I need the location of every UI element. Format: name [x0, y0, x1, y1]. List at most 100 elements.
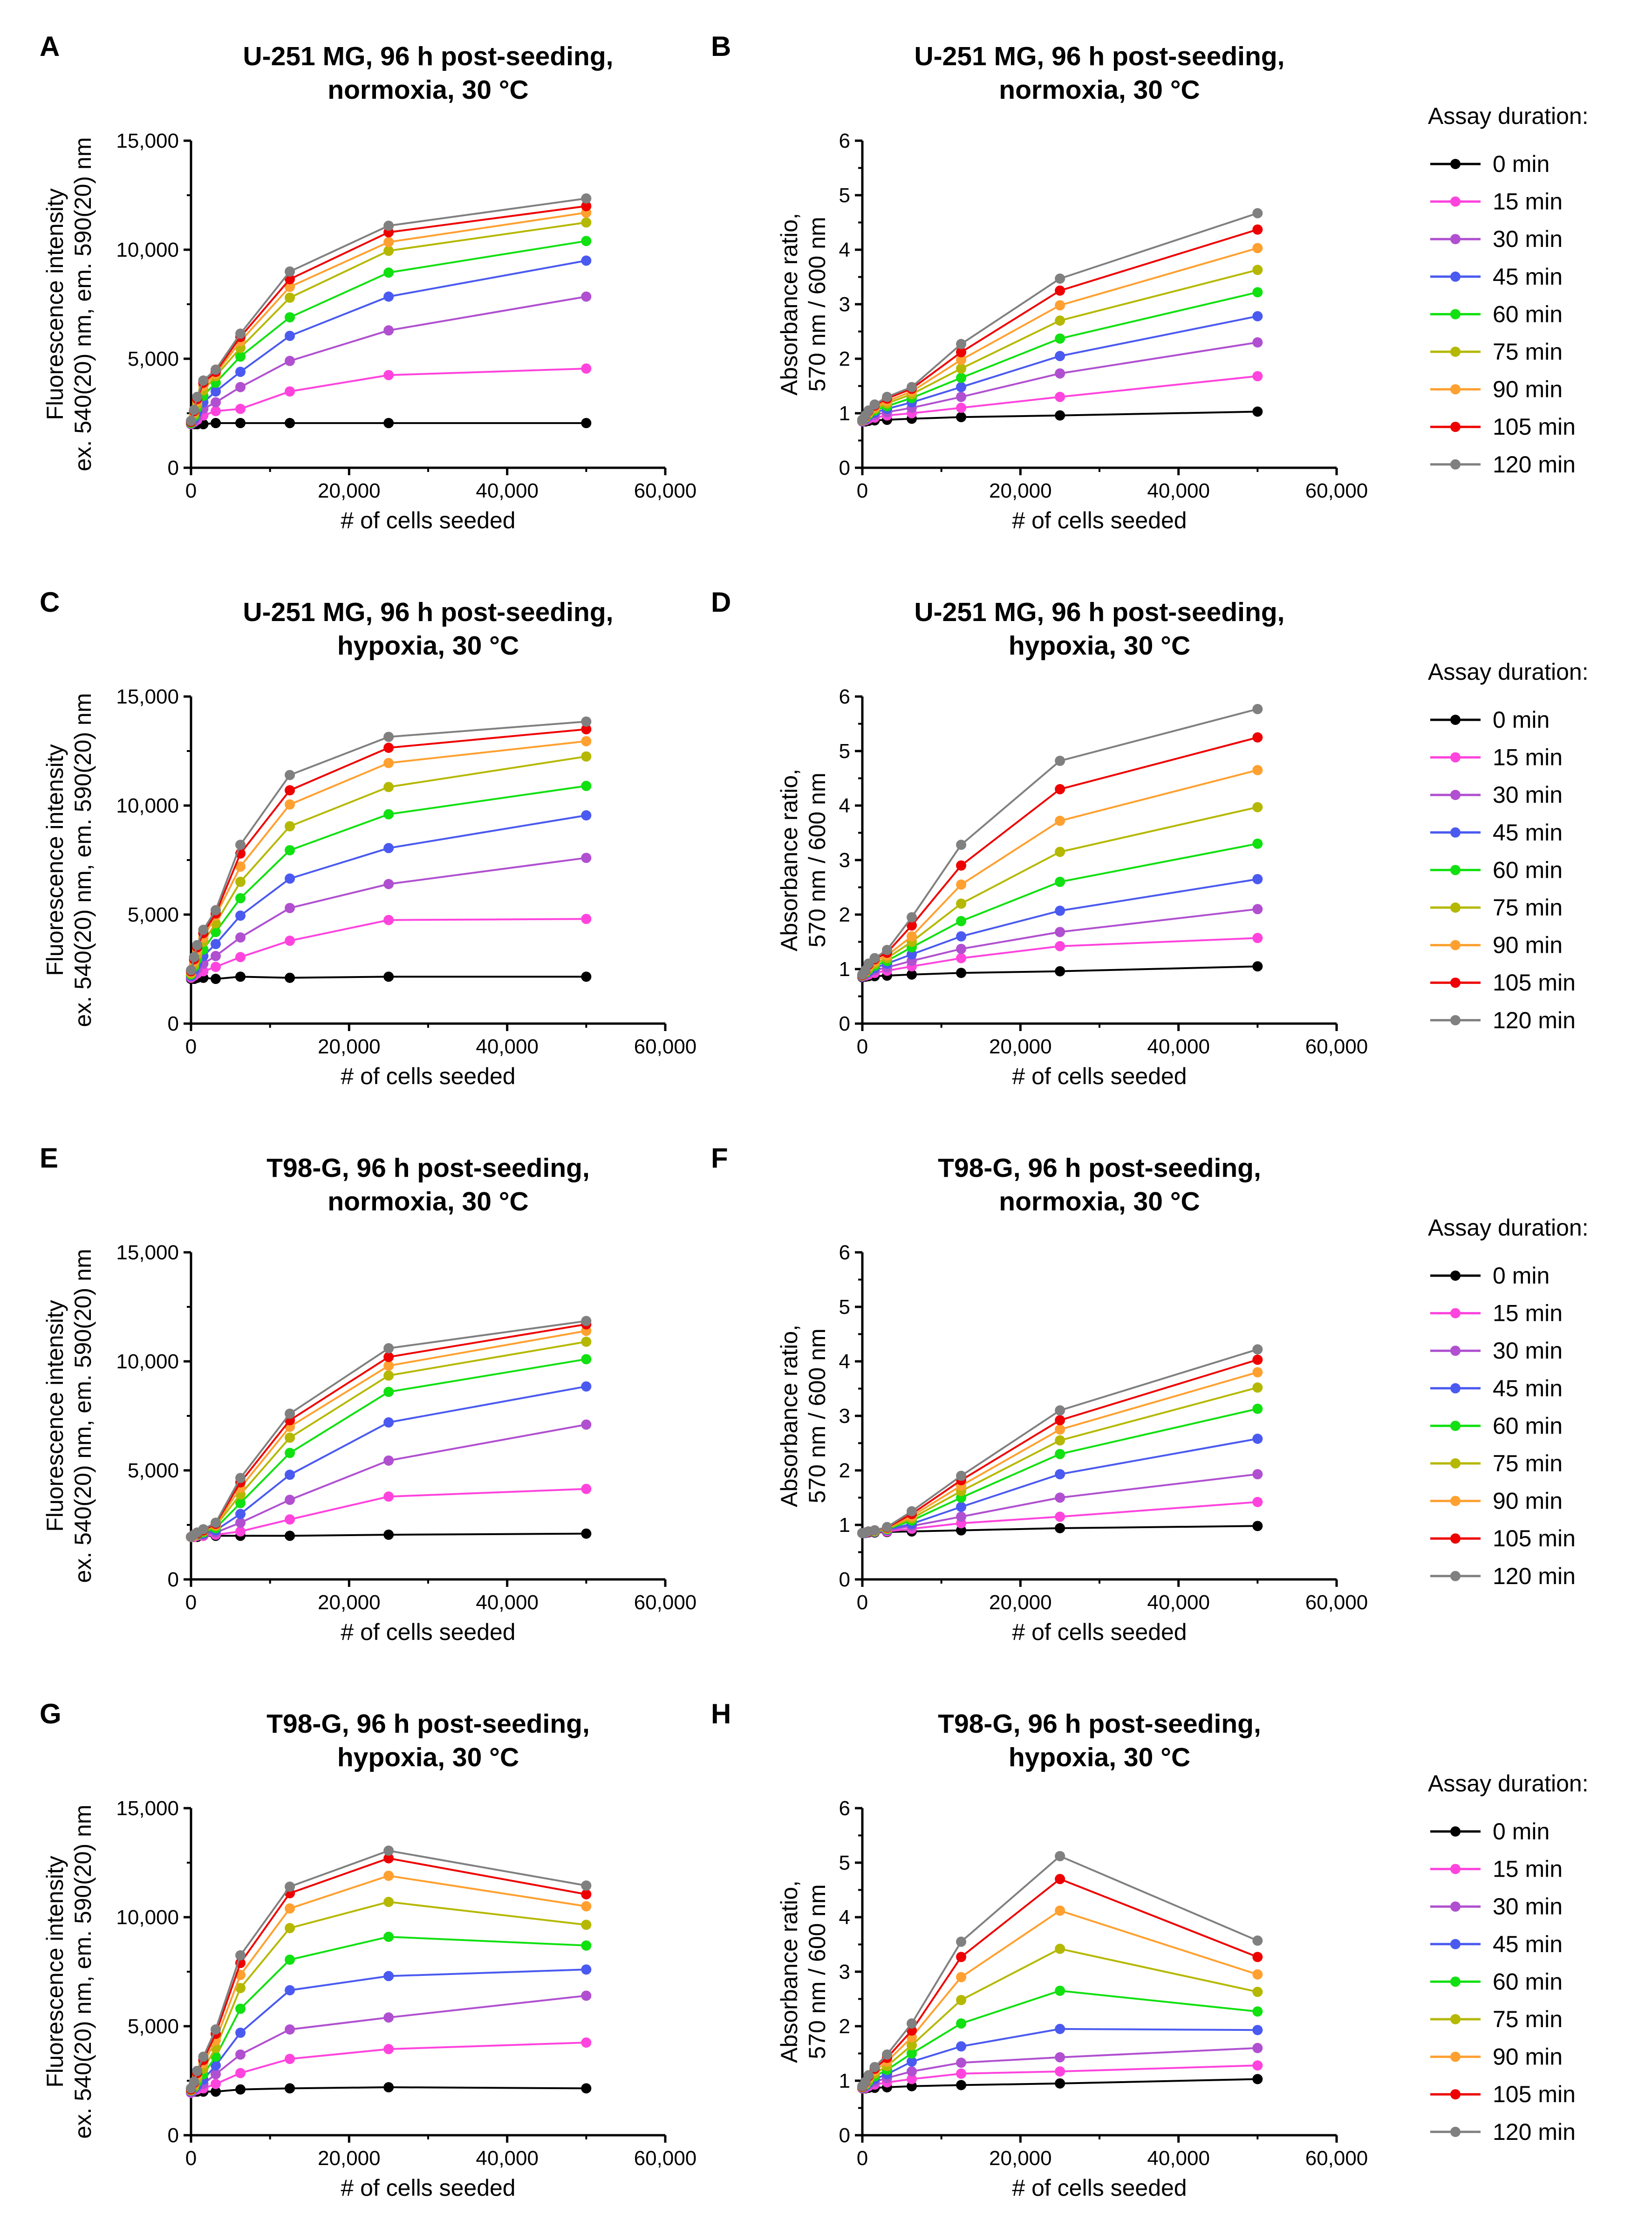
panel-d: D U-251 MG, 96 h post-seeding, hypoxia, 30… [711, 587, 1589, 1089]
legend-swatch-marker [1450, 1496, 1461, 1506]
legend-swatch-marker [1450, 309, 1461, 320]
legend-swatch-marker [1450, 459, 1461, 470]
data-point [956, 1511, 967, 1522]
series-group [186, 1316, 592, 1542]
data-point [882, 2049, 893, 2060]
y-tick-label: 5 [839, 740, 850, 763]
data-point [1252, 2025, 1263, 2036]
data-point [1055, 333, 1065, 344]
legend-swatch-marker [1450, 902, 1461, 913]
data-point [1252, 2060, 1263, 2071]
data-point [1252, 265, 1263, 275]
panel-title: U-251 MG, 96 h post-seeding, [243, 41, 614, 71]
data-point [1055, 1415, 1065, 1426]
y-tick-label: 4 [839, 1350, 850, 1373]
data-point [235, 932, 246, 943]
data-point [383, 1971, 394, 1981]
data-point [1055, 1424, 1065, 1435]
data-point [956, 860, 967, 871]
data-point [1252, 904, 1263, 915]
legend-item-label: 0 min [1493, 151, 1550, 177]
data-point [235, 1473, 246, 1483]
data-point [235, 367, 246, 377]
data-point [1252, 1496, 1263, 1507]
data-point [186, 965, 196, 976]
data-point [956, 1952, 967, 1962]
x-tick-label: 40,000 [1147, 1591, 1210, 1614]
data-point [956, 412, 967, 423]
data-point [285, 799, 295, 810]
legend-item-label: 15 min [1493, 189, 1563, 215]
data-point [1252, 704, 1263, 714]
data-point [581, 1964, 592, 1975]
y-tick-label: 5 [839, 1851, 850, 1874]
data-point [581, 1419, 592, 1430]
data-point [198, 2051, 209, 2062]
x-tick-label: 20,000 [989, 479, 1052, 502]
data-point [1055, 966, 1065, 977]
y-tick-label: 10,000 [116, 1906, 179, 1929]
y-axis-label: ex. 540(20) nm, em. 590(20) nm [70, 137, 96, 471]
x-axis-label: # of cells seeded [1012, 507, 1187, 533]
data-point [1055, 1448, 1065, 1459]
data-point [581, 363, 592, 374]
data-point [383, 1845, 394, 1856]
data-point [383, 1932, 394, 1942]
legend-swatch-marker [1450, 752, 1461, 763]
data-point [198, 375, 209, 386]
data-point [1252, 208, 1263, 219]
data-point [581, 914, 592, 924]
x-axis-label: # of cells seeded [341, 1063, 515, 1089]
data-point [956, 953, 967, 963]
data-point [211, 2051, 221, 2062]
data-point [956, 391, 967, 402]
data-point [956, 1936, 967, 1947]
data-point [211, 2086, 221, 2097]
legend-item-label: 45 min [1493, 1375, 1563, 1401]
series-line [190, 1901, 587, 2091]
x-tick-label: 40,000 [476, 2147, 539, 2170]
panel-letter: G [40, 1698, 61, 1729]
y-tick-label: 6 [839, 1797, 850, 1820]
data-point [581, 1381, 592, 1392]
x-tick-label: 0 [857, 1591, 868, 1614]
data-point [383, 418, 394, 429]
data-point [581, 1889, 592, 1899]
legend-title: Assay duration: [1428, 1770, 1589, 1797]
data-point [285, 1448, 295, 1458]
data-point [285, 2054, 295, 2064]
data-point [1055, 905, 1065, 916]
data-point [1252, 1344, 1263, 1355]
y-tick-label: 3 [839, 293, 850, 316]
series-line [190, 1875, 587, 2090]
data-point [1055, 1435, 1065, 1446]
data-point [211, 386, 221, 397]
data-point [383, 267, 394, 278]
x-tick-label: 20,000 [318, 479, 381, 502]
data-point [1252, 406, 1263, 417]
legend-swatch-marker [1450, 234, 1461, 245]
data-point [581, 853, 592, 863]
data-point [1055, 1874, 1065, 1885]
legend-swatch-marker [1450, 1458, 1461, 1469]
data-point [956, 363, 967, 374]
data-point [285, 873, 295, 884]
data-point [1252, 311, 1263, 321]
panel-title: T98-G, 96 h post-seeding, [266, 1709, 590, 1739]
series-line [190, 260, 587, 424]
y-tick-label: 5 [839, 184, 850, 207]
legend-swatch-marker [1450, 1571, 1461, 1581]
legend-title: Assay duration: [1428, 103, 1589, 129]
data-point [285, 902, 295, 913]
data-point [581, 1901, 592, 1912]
data-point [1252, 961, 1263, 972]
data-point [235, 418, 246, 429]
panel-f: F T98-G, 96 h post-seeding, normoxia, 30 °… [711, 1142, 1589, 1645]
legend-item-label: 120 min [1493, 2119, 1576, 2145]
legend-item-label: 90 min [1493, 1488, 1563, 1514]
data-point [1055, 1405, 1065, 1416]
data-point [581, 418, 592, 429]
legend-swatch-marker [1450, 827, 1461, 838]
legend-swatch-marker [1450, 2126, 1461, 2137]
x-tick-label: 60,000 [1305, 1035, 1368, 1058]
